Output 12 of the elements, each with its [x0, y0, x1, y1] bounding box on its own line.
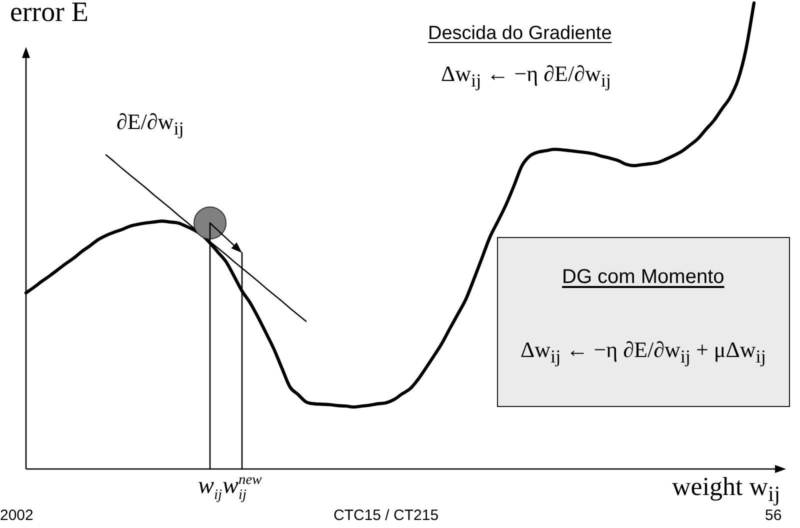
annotation: Descida do Gradiente [428, 23, 612, 45]
annotation: Δw$_{ij}$ ← −η ∂E/∂w$_{ij}$ [441, 61, 612, 91]
y-axis-title: error E [10, 0, 89, 29]
text: 56 [765, 507, 782, 524]
text: 2002 [0, 507, 34, 524]
annotation: DG com Momento [562, 266, 724, 288]
note-box: DG com Momento Δw$_{ij}$ ← −η ∂E/∂w$_{ij}$ + μΔw$_{ij}$ [497, 237, 790, 407]
annotation: Δw$_{ij}$ ← −η ∂E/∂w$_{ij}$ + μΔw$_{ij}$ [520, 337, 766, 367]
series-label: ∂E/∂w$_{ij}$ [116, 108, 184, 138]
x-tick-label: w$_{ij}$ [198, 473, 222, 504]
text: CTC15 / CT215 [334, 507, 439, 524]
x-axis-title: weight w$_{ij}$ [672, 472, 780, 508]
